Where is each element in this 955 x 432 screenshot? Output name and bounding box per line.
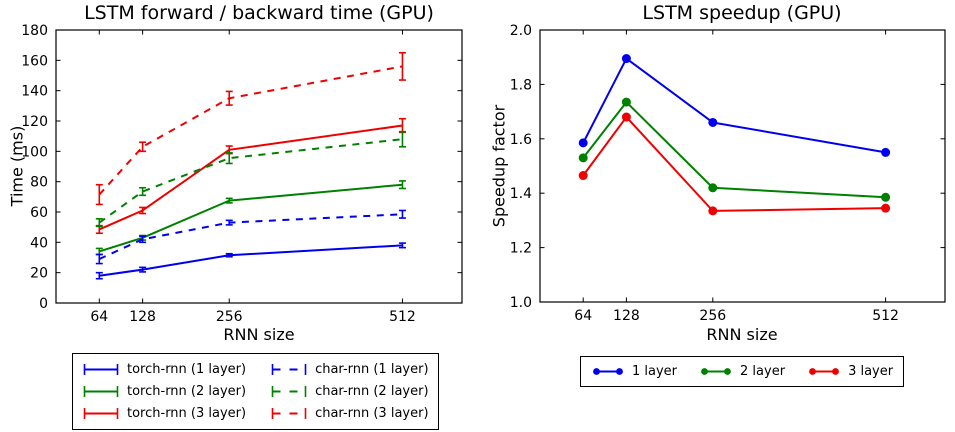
legend-entry-3-layer: 3 layer [807,364,893,379]
y-tick-label: 1.6 [510,132,532,148]
right-chart-legend: 1 layer 2 layer 3 layer [580,356,905,387]
series-1-layer [578,54,891,157]
y-tick-label: 140 [21,84,48,100]
series-char-rnn-3-layer- [95,51,406,206]
right-chart-title: LSTM speedup (GPU) [642,2,842,24]
legend-entry-torch-rnn-1-layer-: torch-rnn (1 layer) [82,362,246,377]
y-tick-label: 20 [30,266,48,282]
legend-key-icon [593,368,623,375]
y-tick-label: 180 [21,23,48,39]
x-tick-label: 512 [389,309,416,325]
y-tick-label: 2.0 [510,23,532,39]
legend-entry-label: torch-rnn (1 layer) [127,362,247,377]
legend-entry-label: torch-rnn (3 layer) [127,406,247,421]
legend-entry-label: char-rnn (1 layer) [315,362,429,377]
legend-entry-torch-rnn-3-layer-: torch-rnn (3 layer) [82,406,246,421]
left-chart-xlabel: RNN size [223,325,295,344]
y-tick-label: 1.2 [510,241,532,257]
x-tick-label: 64 [574,308,592,324]
y-tick-label: 0 [39,296,48,312]
tick-labels: 64 128 256 512 0 20 40 60 80 100 120 140 160 180 [21,23,416,325]
legend-entry-char-rnn-2-layer-: char-rnn (2 layer) [270,384,429,399]
x-tick-label: 256 [216,309,243,325]
y-tick-label: 1.4 [510,186,532,202]
tick-marks [540,29,945,303]
legend-entry-char-rnn-1-layer-: char-rnn (1 layer) [270,362,429,377]
legend-key-icon [83,408,119,419]
legend-entry-label: char-rnn (2 layer) [315,384,429,399]
right-chart-ylabel: Speedup factor [489,104,509,228]
legend-key-icon [271,408,307,419]
right-chart-xlabel: RNN size [706,325,778,344]
x-tick-label: 128 [129,309,156,325]
legend-key-icon [809,368,839,375]
legend-entry-torch-rnn-2-layer-: torch-rnn (2 layer) [82,384,246,399]
legend-entry-char-rnn-3-layer-: char-rnn (3 layer) [270,406,429,421]
series-torch-rnn-1-layer- [95,242,406,280]
legend-key-icon [701,368,731,375]
legend-entry-label: char-rnn (3 layer) [315,406,429,421]
legend-entry-label: 1 layer [632,364,678,379]
legend-entry-label: 2 layer [740,364,786,379]
tick-labels: 64 128 256 512 1.0 1.2 1.4 1.6 1.8 2.0 [510,23,899,324]
axes-frame [55,29,463,304]
x-tick-label: 64 [90,309,108,325]
legend-entry-label: torch-rnn (2 layer) [127,384,247,399]
left-chart-legend: torch-rnn (1 layer) torch-rnn (2 layer) to… [72,353,439,430]
legend-key-icon [83,364,119,375]
series-char-rnn-1-layer- [95,209,406,265]
legend-key-icon [83,386,119,397]
y-tick-label: 40 [30,235,48,251]
y-tick-label: 120 [21,114,48,130]
legend-key-icon [271,364,307,375]
y-tick-label: 100 [21,144,48,160]
chart-0: 64 128 256 512 0 20 40 60 80 100 120 140 160 180 [21,23,463,325]
y-tick-label: 160 [21,53,48,69]
legend-entry-2-layer: 2 layer [699,364,785,379]
y-tick-label: 80 [30,175,48,191]
left-chart-title: LSTM forward / backward time (GPU) [84,2,434,24]
tick-marks [56,29,462,304]
series-3-layer [578,112,891,216]
series-torch-rnn-3-layer- [95,117,406,235]
y-tick-label: 1.8 [510,77,532,93]
chart-1: 64 128 256 512 1.0 1.2 1.4 1.6 1.8 2.0 [510,23,946,324]
axes-frame [539,29,946,303]
series-2-layer [578,97,891,202]
series-char-rnn-2-layer- [95,130,406,228]
legend-key-icon [271,386,307,397]
x-tick-label: 128 [613,308,640,324]
x-tick-label: 512 [872,308,899,324]
x-tick-label: 256 [699,308,726,324]
y-tick-label: 1.0 [510,295,532,311]
left-chart-ylabel: Time (ms) [7,125,27,207]
legend-entry-1-layer: 1 layer [591,364,677,379]
y-tick-label: 60 [30,205,48,221]
legend-entry-label: 3 layer [848,364,894,379]
